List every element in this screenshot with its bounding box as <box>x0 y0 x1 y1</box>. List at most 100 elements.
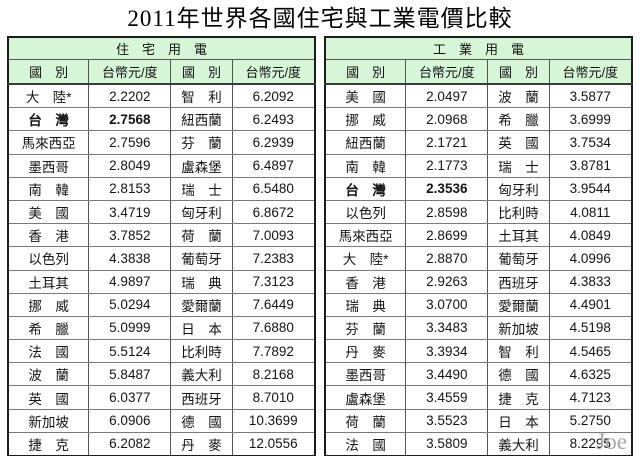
price-value-cell: 3.5809 <box>405 431 489 456</box>
country-cell: 以色列 <box>7 246 90 271</box>
country-cell: 新加坡 <box>7 408 90 433</box>
table-row: 馬來西亞 2.7596 芬 蘭 6.2939 <box>7 130 316 155</box>
country-cell: 新加坡 <box>487 315 550 341</box>
country-cell: 希 臘 <box>7 315 90 341</box>
col-header-price: 台幣元/度 <box>88 59 172 85</box>
country-cell: 比利時 <box>487 199 550 225</box>
country-cell: 波 蘭 <box>487 83 550 109</box>
country-cell: 希 臘 <box>487 107 550 132</box>
country-cell: 香 港 <box>7 223 90 248</box>
price-value-cell: 4.9897 <box>88 269 172 294</box>
price-value-cell: 4.4901 <box>548 292 633 317</box>
country-cell: 法 國 <box>7 339 90 364</box>
country-cell: 愛爾蘭 <box>487 292 550 317</box>
price-value-cell: 7.3123 <box>231 269 316 294</box>
price-value-cell: 7.7892 <box>231 339 316 364</box>
price-value-cell: 4.5198 <box>548 315 633 341</box>
price-value-cell: 2.9263 <box>405 269 489 294</box>
country-cell: 瑞 典 <box>324 292 407 317</box>
country-cell: 丹 麥 <box>170 431 233 456</box>
country-cell: 挪 威 <box>7 292 90 317</box>
country-cell: 南 韓 <box>324 153 407 178</box>
country-cell: 波 蘭 <box>7 362 90 387</box>
author-watermark: Joe <box>596 429 627 454</box>
country-cell: 智 利 <box>170 83 233 109</box>
country-cell: 土耳其 <box>487 223 550 248</box>
price-value-cell: 2.3536 <box>405 176 489 201</box>
country-cell: 挪 威 <box>324 107 407 132</box>
residential-table-body: 大 陸* 2.2202 智 利 6.2092 台 灣 2.7568 紐西蘭 6.2493 馬來西… <box>7 83 316 456</box>
col-header-country: 國 別 <box>170 59 233 85</box>
price-value-cell: 7.2383 <box>231 246 316 271</box>
price-value-cell: 4.5465 <box>548 339 633 364</box>
price-value-cell: 6.8672 <box>231 199 316 225</box>
country-cell: 瑞 士 <box>487 153 550 178</box>
price-value-cell: 4.0849 <box>548 223 633 248</box>
table-row: 馬來西亞 2.8699 土耳其 4.0849 <box>324 223 633 248</box>
price-value-cell: 2.8153 <box>88 176 172 201</box>
country-cell: 馬來西亞 <box>324 223 407 248</box>
country-cell: 義大利 <box>170 362 233 387</box>
table-row: 南 韓 2.1773 瑞 士 3.8781 <box>324 153 633 178</box>
price-value-cell: 5.2750 <box>548 408 633 433</box>
price-value-cell: 4.0996 <box>548 246 633 271</box>
country-cell: 台 灣 <box>324 176 407 201</box>
country-cell: 葡萄牙 <box>170 246 233 271</box>
price-value-cell: 10.3699 <box>231 408 316 433</box>
country-cell: 瑞 士 <box>170 176 233 201</box>
country-cell: 英 國 <box>7 385 90 410</box>
price-value-cell: 7.0093 <box>231 223 316 248</box>
country-cell: 德 國 <box>170 408 233 433</box>
price-value-cell: 7.6880 <box>231 315 316 341</box>
country-cell: 墨西哥 <box>7 153 90 178</box>
page-title: 2011年世界各國住宅與工業電價比較 <box>127 6 513 31</box>
price-value-cell: 6.5480 <box>231 176 316 201</box>
table-row: 南 韓 2.8153 瑞 士 6.5480 <box>7 176 316 201</box>
table-row: 法 國 5.5124 比利時 7.7892 <box>7 339 316 364</box>
country-cell: 墨西哥 <box>324 362 407 387</box>
table-row: 挪 威 5.0294 愛爾蘭 7.6449 <box>7 292 316 317</box>
price-value-cell: 8.7010 <box>231 385 316 410</box>
table-row: 香 港 2.9263 西班牙 4.3833 <box>324 269 633 294</box>
country-cell: 以色列 <box>324 199 407 225</box>
price-value-cell: 2.0497 <box>405 83 489 109</box>
country-cell: 南 韓 <box>7 176 90 201</box>
table-row: 以色列 2.8598 比利時 4.0811 <box>324 199 633 225</box>
price-value-cell: 3.7852 <box>88 223 172 248</box>
table-row: 墨西哥 2.8049 盧森堡 6.4897 <box>7 153 316 178</box>
col-header-country: 國 別 <box>487 59 550 85</box>
price-value-cell: 3.8781 <box>548 153 633 178</box>
country-cell: 智 利 <box>487 339 550 364</box>
country-cell: 日 本 <box>487 408 550 433</box>
price-value-cell: 7.6449 <box>231 292 316 317</box>
country-cell: 香 港 <box>324 269 407 294</box>
table-row: 丹 麥 3.3934 智 利 4.5465 <box>324 339 633 364</box>
price-value-cell: 2.8699 <box>405 223 489 248</box>
country-cell: 瑞 典 <box>170 269 233 294</box>
price-value-cell: 2.8598 <box>405 199 489 225</box>
country-cell: 日 本 <box>170 315 233 341</box>
country-cell: 美 國 <box>7 199 90 225</box>
price-value-cell: 6.2939 <box>231 130 316 155</box>
country-cell: 西班牙 <box>170 385 233 410</box>
country-cell: 愛爾蘭 <box>170 292 233 317</box>
table-row: 紐西蘭 2.1721 英 國 3.7534 <box>324 130 633 155</box>
table-row: 挪 威 2.0968 希 臘 3.6999 <box>324 107 633 132</box>
table-row: 法 國 3.5809 義大利 8.2295 <box>324 431 633 456</box>
table-row: 瑞 典 3.0700 愛爾蘭 4.4901 <box>324 292 633 317</box>
price-value-cell: 2.8870 <box>405 246 489 271</box>
country-cell: 德 國 <box>487 362 550 387</box>
industrial-electricity-table: 工 業 用 電 國 別 台幣元/度 國 別 台幣元/度 美 國 2.0497 波 蘭… <box>324 36 633 456</box>
table-row: 希 臘 5.0999 日 本 7.6880 <box>7 315 316 341</box>
residential-section-header: 住 宅 用 電 <box>7 37 316 60</box>
price-value-cell: 5.8487 <box>88 362 172 387</box>
country-cell: 荷 蘭 <box>170 223 233 248</box>
price-value-cell: 3.9544 <box>548 176 633 201</box>
price-value-cell: 4.3833 <box>548 269 633 294</box>
country-cell: 匈牙利 <box>487 176 550 201</box>
country-cell: 比利時 <box>170 339 233 364</box>
price-value-cell: 2.0968 <box>405 107 489 132</box>
table-row: 芬 蘭 3.3483 新加坡 4.5198 <box>324 315 633 341</box>
price-value-cell: 5.0999 <box>88 315 172 341</box>
